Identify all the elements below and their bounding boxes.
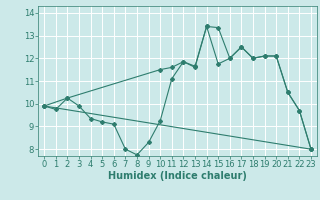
X-axis label: Humidex (Indice chaleur): Humidex (Indice chaleur) bbox=[108, 171, 247, 181]
